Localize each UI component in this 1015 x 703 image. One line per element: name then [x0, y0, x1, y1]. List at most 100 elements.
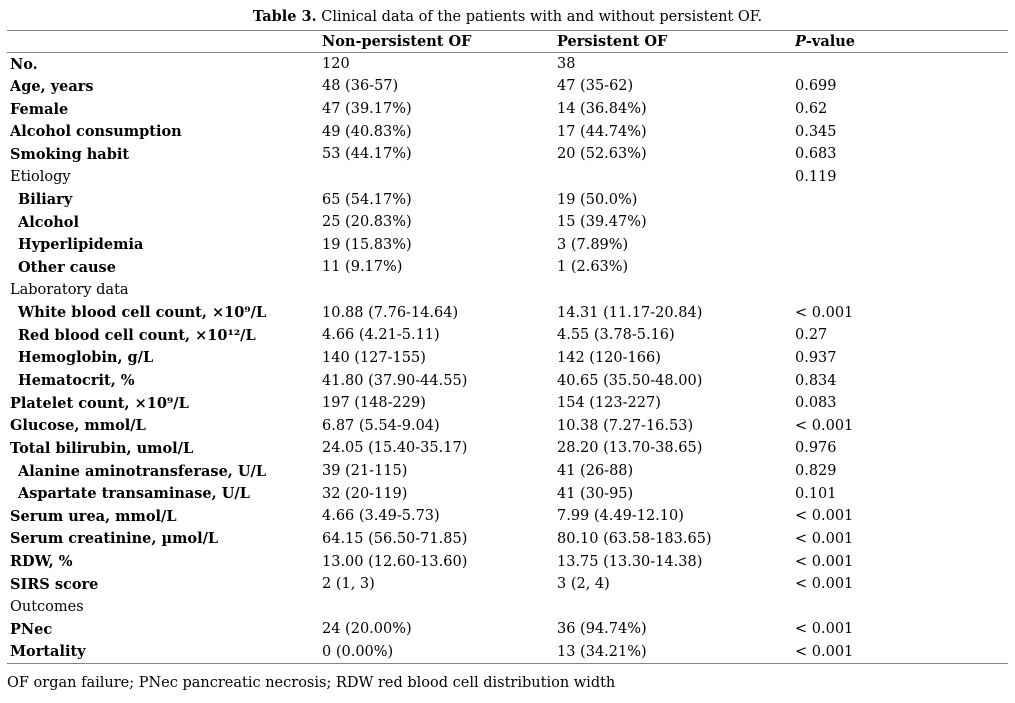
row-label: Platelet count, ×10⁹/L	[10, 394, 189, 412]
cell-non-persistent-of: 24.05 (15.40-35.17)	[322, 440, 468, 457]
cell-p-value: 0.976	[795, 440, 837, 457]
cell-persistent-of	[557, 166, 795, 189]
cell-persistent-of: 13 (34.21%)	[557, 643, 647, 660]
cell-persistent-of: 154 (123-227)	[557, 395, 661, 412]
cell-persistent-of: 28.20 (13.70-38.65)	[557, 440, 703, 457]
row-label: Age, years	[10, 77, 94, 95]
table-row: Outcomes	[7, 596, 1008, 619]
row-label: Outcomes	[10, 598, 84, 615]
cell-persistent-of: 3 (2, 4)	[557, 576, 610, 593]
table-row: Alanine aminotransferase, U/L 39 (21-115)…	[7, 460, 1008, 483]
cell-p-value: < 0.001	[795, 643, 854, 660]
row-label: Aspartate transaminase, U/L	[18, 485, 250, 503]
cell-p-value: 0.699	[795, 78, 837, 95]
cell-non-persistent-of: 11 (9.17%)	[322, 259, 403, 276]
cell-persistent-of: 15 (39.47%)	[557, 214, 647, 231]
row-label: Other cause	[18, 258, 116, 276]
cell-p-value: 0.829	[795, 463, 837, 480]
cell-non-persistent-of: 64.15 (56.50-71.85)	[322, 530, 468, 547]
row-label: RDW, %	[10, 553, 73, 571]
row-label: Alcohol	[18, 213, 79, 231]
cell-non-persistent-of: 48 (36-57)	[322, 78, 399, 95]
cell-p-value: < 0.001	[795, 417, 854, 434]
row-label: Alcohol consumption	[10, 123, 182, 141]
table-row: Alcohol consumption 49 (40.83%) 17 (44.74%…	[7, 120, 1008, 143]
cell-non-persistent-of: 47 (39.17%)	[322, 101, 412, 118]
cell-persistent-of: 1 (2.63%)	[557, 259, 629, 276]
table-row: Total bilirubin, umol/L 24.05 (15.40-35.1…	[7, 437, 1008, 460]
p-value-italic-p: P	[795, 33, 806, 50]
row-label: Total bilirubin, umol/L	[10, 439, 194, 457]
cell-persistent-of: 36 (94.74%)	[557, 621, 647, 638]
cell-non-persistent-of: 10.88 (7.76-14.64)	[322, 304, 459, 321]
cell-persistent-of: 4.55 (3.78-5.16)	[557, 327, 675, 344]
table-row: Hemoglobin, g/L 140 (127-155) 142 (120-166…	[7, 347, 1008, 370]
cell-non-persistent-of: 140 (127-155)	[322, 349, 426, 366]
cell-p-value: 0.683	[795, 146, 837, 163]
cell-non-persistent-of: 6.87 (5.54-9.04)	[322, 417, 440, 434]
table-header: Non-persistent OF Persistent OF P-value	[7, 31, 1008, 53]
cell-p-value: 0.937	[795, 349, 837, 366]
row-label: White blood cell count, ×10⁹/L	[18, 304, 267, 322]
cell-non-persistent-of: 19 (15.83%)	[322, 236, 412, 253]
cell-non-persistent-of: 65 (54.17%)	[322, 191, 412, 208]
table-row: Hematocrit, % 41.80 (37.90-44.55) 40.65 (3…	[7, 369, 1008, 392]
table-row: Glucose, mmol/L 6.87 (5.54-9.04) 10.38 (7.…	[7, 415, 1008, 438]
cell-non-persistent-of: 4.66 (4.21-5.11)	[322, 327, 440, 344]
table-row: Biliary 65 (54.17%) 19 (50.0%)	[7, 188, 1008, 211]
table-row: Age, years 48 (36-57) 47 (35-62) 0.699	[7, 75, 1008, 98]
table-row: Etiology 0.119	[7, 166, 1008, 189]
cell-non-persistent-of: 41.80 (37.90-44.55)	[322, 372, 468, 389]
table-row: Platelet count, ×10⁹/L 197 (148-229) 154 (…	[7, 392, 1008, 415]
cell-non-persistent-of	[322, 596, 557, 619]
cell-persistent-of: 7.99 (4.49-12.10)	[557, 508, 684, 525]
cell-p-value: < 0.001	[795, 576, 854, 593]
header-persistent-of: Persistent OF	[557, 33, 668, 50]
table-caption-number: Table 3.	[252, 8, 317, 25]
cell-p-value: 0.27	[795, 327, 828, 344]
row-label: Serum urea, mmol/L	[10, 507, 177, 525]
cell-p-value: 0.834	[795, 372, 837, 389]
cell-p-value: < 0.001	[795, 553, 854, 570]
cell-persistent-of: 14 (36.84%)	[557, 101, 647, 118]
table-row: Hyperlipidemia 19 (15.83%) 3 (7.89%)	[7, 234, 1008, 257]
row-label: Hemoglobin, g/L	[18, 349, 154, 367]
table-row: White blood cell count, ×10⁹/L 10.88 (7.7…	[7, 301, 1008, 324]
table-row: Red blood cell count, ×10¹²/L 4.66 (4.21-…	[7, 324, 1008, 347]
cell-p-value: < 0.001	[795, 508, 854, 525]
row-label: PNec	[10, 620, 53, 638]
cell-non-persistent-of	[322, 279, 557, 302]
row-label: Etiology	[10, 168, 71, 185]
cell-persistent-of	[557, 596, 795, 619]
cell-non-persistent-of: 53 (44.17%)	[322, 146, 412, 163]
table-body: No. 120 38 Age, years 48 (36-57) 47 (35-62) 0.…	[7, 53, 1008, 664]
table-row: RDW, % 13.00 (12.60-13.60) 13.75 (13.30-14…	[7, 550, 1008, 573]
row-label: SIRS score	[10, 575, 99, 593]
table-row: Smoking habit 53 (44.17%) 20 (52.63%) 0.683	[7, 143, 1008, 166]
row-label: Hematocrit, %	[18, 372, 135, 390]
row-label: Biliary	[18, 191, 73, 209]
cell-persistent-of: 10.38 (7.27-16.53)	[557, 417, 694, 434]
cell-p-value: < 0.001	[795, 304, 854, 321]
header-p-value: P-value	[795, 31, 1008, 53]
cell-non-persistent-of: 197 (148-229)	[322, 395, 426, 412]
cell-p-value: 0.101	[795, 485, 837, 502]
cell-non-persistent-of: 2 (1, 3)	[322, 576, 375, 593]
row-label: Red blood cell count, ×10¹²/L	[18, 326, 256, 344]
cell-persistent-of: 14.31 (11.17-20.84)	[557, 304, 703, 321]
table-row: Serum creatinine, µmol/L 64.15 (56.50-71.…	[7, 528, 1008, 551]
cell-non-persistent-of: 32 (20-119)	[322, 485, 408, 502]
cell-persistent-of: 47 (35-62)	[557, 78, 634, 95]
cell-non-persistent-of	[322, 166, 557, 189]
cell-persistent-of: 142 (120-166)	[557, 349, 661, 366]
cell-p-value: < 0.001	[795, 621, 854, 638]
cell-p-value: 0.119	[795, 168, 837, 185]
header-non-persistent-of: Non-persistent OF	[322, 33, 472, 50]
cell-p-value	[795, 596, 1008, 619]
cell-p-value: 0.083	[795, 395, 837, 412]
cell-p-value	[795, 234, 1008, 257]
cell-persistent-of: 80.10 (63.58-183.65)	[557, 530, 712, 547]
row-label: Glucose, mmol/L	[10, 417, 146, 435]
table-row: Other cause 11 (9.17%) 1 (2.63%)	[7, 256, 1008, 279]
cell-non-persistent-of: 49 (40.83%)	[322, 123, 412, 140]
